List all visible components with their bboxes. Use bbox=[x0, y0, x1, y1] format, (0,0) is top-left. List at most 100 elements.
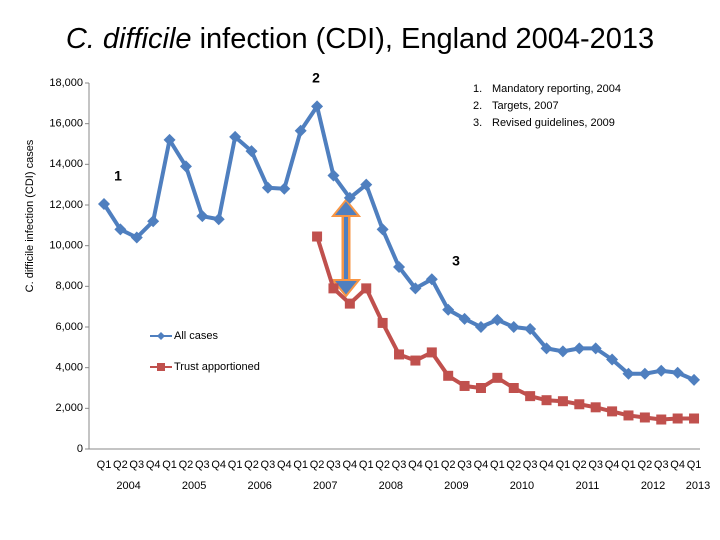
x-tick-label: Q4 bbox=[605, 459, 620, 471]
y-tick-label: 16,000 bbox=[49, 118, 83, 130]
point-marker bbox=[458, 312, 471, 325]
x-tick-label: Q1 bbox=[687, 459, 702, 471]
note-text: Targets, 2007 bbox=[492, 100, 559, 112]
x-tick-label: Q3 bbox=[523, 459, 538, 471]
point-marker bbox=[311, 100, 324, 113]
point-marker bbox=[623, 410, 634, 421]
title-rest: infection (CDI), England 2004-2013 bbox=[192, 23, 655, 55]
legend-label: Trust apportioned bbox=[174, 361, 260, 373]
point-marker bbox=[655, 364, 668, 377]
point-marker bbox=[163, 133, 176, 146]
note-number: 2. bbox=[473, 100, 482, 112]
annotation: 1 bbox=[114, 168, 122, 184]
x-tick-label: Q2 bbox=[506, 459, 521, 471]
point-marker bbox=[261, 181, 274, 194]
x-tick-label: Q2 bbox=[638, 459, 653, 471]
point-marker bbox=[671, 366, 684, 379]
year-label: 2007 bbox=[313, 480, 337, 492]
y-tick-label: 6,000 bbox=[55, 321, 83, 333]
point-marker bbox=[212, 213, 225, 226]
x-tick-label: Q4 bbox=[539, 459, 554, 471]
point-marker bbox=[361, 283, 372, 294]
x-tick-label: Q3 bbox=[392, 459, 407, 471]
point-marker bbox=[491, 313, 504, 326]
point-marker bbox=[328, 283, 339, 294]
x-tick-label: Q2 bbox=[113, 459, 128, 471]
x-tick-label: Q4 bbox=[408, 459, 423, 471]
point-marker bbox=[394, 349, 405, 360]
point-marker bbox=[688, 373, 701, 386]
point-marker bbox=[589, 342, 602, 355]
point-marker bbox=[606, 353, 619, 366]
legend-label: All cases bbox=[174, 330, 219, 342]
year-label: 2006 bbox=[247, 480, 271, 492]
note-text: Revised guidelines, 2009 bbox=[492, 117, 615, 129]
point-marker bbox=[425, 273, 438, 286]
point-marker bbox=[507, 321, 520, 333]
point-marker bbox=[360, 178, 373, 191]
year-label: 2012 bbox=[641, 480, 665, 492]
point-marker bbox=[557, 396, 568, 407]
year-label: 2008 bbox=[379, 480, 403, 492]
point-marker bbox=[475, 383, 486, 393]
point-marker bbox=[689, 413, 700, 424]
x-tick-label: Q3 bbox=[326, 459, 341, 471]
x-tick-label: Q4 bbox=[670, 459, 685, 471]
point-marker bbox=[556, 345, 569, 358]
x-tick-label: Q4 bbox=[343, 459, 358, 471]
x-tick-label: Q1 bbox=[621, 459, 636, 471]
point-marker bbox=[278, 182, 291, 195]
x-tick-label: Q2 bbox=[310, 459, 325, 471]
note-number: 3. bbox=[473, 117, 482, 129]
point-marker bbox=[590, 402, 601, 413]
point-marker bbox=[442, 303, 455, 316]
series-line bbox=[315, 235, 695, 422]
x-tick-label: Q2 bbox=[244, 459, 259, 471]
point-marker bbox=[622, 367, 635, 380]
chart-title: C. difficile infection (CDI), England 20… bbox=[66, 23, 654, 55]
x-tick-label: Q4 bbox=[211, 459, 226, 471]
x-tick-label: Q3 bbox=[261, 459, 276, 471]
legend-marker bbox=[157, 363, 165, 371]
point-marker bbox=[377, 317, 388, 328]
point-marker bbox=[343, 191, 356, 204]
x-tick-label: Q3 bbox=[654, 459, 669, 471]
point-marker bbox=[409, 282, 422, 295]
y-tick-label: 18,000 bbox=[49, 77, 83, 89]
note-text: Mandatory reporting, 2004 bbox=[492, 83, 621, 95]
point-marker bbox=[672, 413, 683, 424]
x-tick-label: Q3 bbox=[129, 459, 144, 471]
point-marker bbox=[179, 160, 192, 173]
point-marker bbox=[639, 412, 650, 423]
y-tick-label: 14,000 bbox=[49, 158, 83, 170]
point-marker bbox=[312, 231, 323, 242]
point-marker bbox=[638, 367, 651, 380]
point-marker bbox=[459, 380, 470, 391]
point-marker bbox=[294, 124, 307, 137]
point-marker bbox=[147, 215, 160, 228]
y-tick-label: 10,000 bbox=[49, 240, 83, 252]
point-marker bbox=[426, 347, 437, 358]
point-marker bbox=[410, 355, 421, 366]
x-tick-label: Q1 bbox=[424, 459, 439, 471]
x-tick-label: Q3 bbox=[588, 459, 603, 471]
year-label: 2004 bbox=[116, 480, 140, 492]
x-tick-label: Q1 bbox=[97, 459, 112, 471]
x-tick-label: Q1 bbox=[293, 459, 308, 471]
point-marker bbox=[229, 130, 242, 143]
y-axis-label: C. difficile infection (CDI) cases bbox=[24, 139, 36, 292]
point-marker bbox=[574, 399, 585, 410]
point-marker bbox=[344, 298, 355, 309]
point-marker bbox=[525, 391, 536, 402]
legend-marker bbox=[157, 332, 165, 340]
year-label: 2005 bbox=[182, 480, 206, 492]
x-tick-label: Q1 bbox=[490, 459, 505, 471]
double-arrow bbox=[330, 198, 362, 298]
point-marker bbox=[508, 383, 519, 393]
point-marker bbox=[541, 395, 552, 406]
point-marker bbox=[524, 323, 537, 336]
x-tick-label: Q2 bbox=[179, 459, 194, 471]
point-marker bbox=[443, 370, 454, 381]
